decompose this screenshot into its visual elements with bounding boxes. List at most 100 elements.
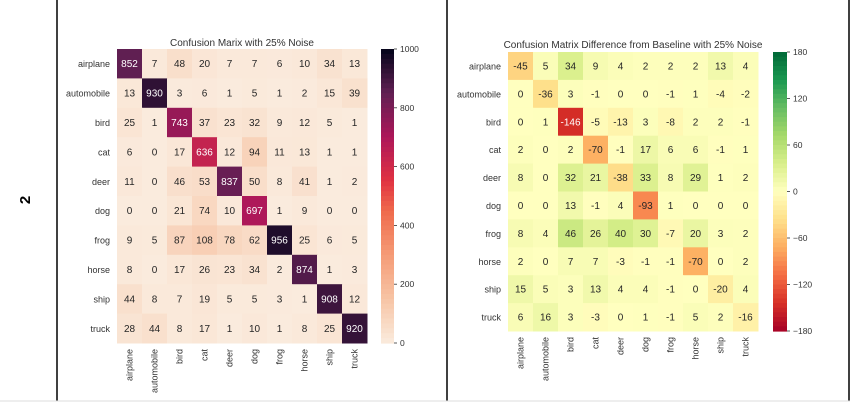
heatmap-cell <box>658 163 684 192</box>
colorbar-segment <box>773 312 787 318</box>
heatmap-cell <box>633 275 659 304</box>
cell-value-label: 636 <box>196 147 213 158</box>
col-tick-label: bird <box>175 349 185 364</box>
cell-value-label: 1 <box>277 206 283 217</box>
cell-value-label: 6 <box>693 145 699 156</box>
heatmap-cell <box>342 137 368 168</box>
cell-value-label: 12 <box>299 118 311 129</box>
heatmap-cell <box>342 284 368 315</box>
heatmap-cell <box>117 49 143 79</box>
chart-title: Confusion Matrix Difference from Baselin… <box>504 40 763 51</box>
heatmap-cell <box>608 303 634 332</box>
heatmap-cell <box>242 196 268 226</box>
cell-value-label: 11 <box>274 147 285 158</box>
cell-value-label: -1 <box>666 257 675 268</box>
heatmap-cell <box>733 163 759 192</box>
heatmap-cell <box>708 163 734 192</box>
heatmap-cell <box>683 135 709 165</box>
heatmap-cell <box>683 79 709 109</box>
cell-value-label: 0 <box>352 206 358 217</box>
cell-value-label: 44 <box>124 294 136 305</box>
cell-value-label: 13 <box>590 285 602 296</box>
cell-value-label: 25 <box>124 118 136 129</box>
cell-value-label: -1 <box>666 89 675 100</box>
cell-value-label: 8 <box>302 324 308 335</box>
heatmap-cell <box>683 247 709 276</box>
colorbar-segment <box>773 93 787 100</box>
heatmap-cell <box>508 163 534 192</box>
heatmap-cell <box>583 163 609 192</box>
col-tick-label: horse <box>300 349 310 372</box>
colorbar-segment <box>773 126 787 132</box>
cell-value-label: 32 <box>249 118 261 129</box>
cell-value-label: 9 <box>127 236 133 247</box>
colorbar-segment <box>381 58 394 65</box>
heatmap-cell <box>267 137 293 168</box>
cell-value-label: 40 <box>615 229 627 240</box>
cell-value-label: 5 <box>352 236 358 247</box>
colorbar-tick-label: 200 <box>400 279 414 289</box>
colorbar-segment <box>381 102 394 109</box>
colorbar-segment <box>381 230 394 236</box>
heatmap-cell <box>708 303 734 332</box>
heatmap-cell <box>242 107 268 138</box>
heatmap-cell <box>508 275 534 304</box>
colorbar-segment <box>773 275 787 281</box>
colorbar-segment <box>773 196 787 202</box>
cell-value-label: 8 <box>518 229 524 240</box>
colorbar-segment <box>773 61 787 67</box>
heatmap-cell <box>117 225 143 256</box>
colorbar-segment <box>381 161 394 168</box>
cell-value-label: 7 <box>227 59 233 70</box>
cell-value-label: 4 <box>618 61 624 72</box>
heatmap-cell <box>292 225 318 256</box>
colorbar-segment <box>381 220 394 226</box>
cell-value-label: 4 <box>543 229 549 240</box>
difference-heatmap: Confusion Matrix Difference from Baselin… <box>457 40 812 381</box>
cell-value-label: 1 <box>668 201 674 212</box>
cell-value-label: 13 <box>124 89 136 100</box>
colorbar-segment <box>773 79 787 86</box>
cell-value-label: 10 <box>224 206 236 217</box>
colorbar-segment <box>773 177 787 183</box>
heatmap-cell <box>658 79 684 109</box>
colorbar-segment <box>381 151 394 158</box>
colorbar-segment <box>773 233 787 239</box>
cell-value-label: -1 <box>666 313 675 324</box>
heatmap-cell <box>167 78 193 109</box>
colorbar-segment <box>381 49 394 55</box>
cell-value-label: 9 <box>302 206 308 217</box>
heatmap-cell <box>533 275 559 304</box>
colorbar-segment <box>381 303 394 310</box>
cell-value-label: 1 <box>327 177 333 188</box>
heatmap-cell <box>217 284 243 315</box>
colorbar-segment <box>773 121 787 127</box>
heatmap-cell <box>608 135 634 165</box>
heatmap-cell <box>142 166 168 197</box>
cell-value-label: 4 <box>618 201 624 212</box>
colorbar-segment <box>773 168 787 174</box>
cell-value-label: 5 <box>327 118 333 129</box>
cell-value-label: 1 <box>152 118 158 129</box>
heatmap-cell <box>192 254 218 285</box>
cell-value-label: 7 <box>177 294 183 305</box>
heatmap-cell <box>508 107 534 137</box>
cell-value-label: 1 <box>227 324 233 335</box>
heatmap-cell <box>267 166 293 197</box>
colorbar-segment <box>773 284 787 290</box>
heatmap-cell <box>242 137 268 168</box>
colorbar-segment <box>381 294 394 300</box>
colorbar-segment <box>381 249 394 256</box>
cell-value-label: 743 <box>171 118 188 129</box>
col-tick-label: frog <box>275 349 285 365</box>
cell-value-label: 78 <box>224 236 236 247</box>
colorbar-segment <box>773 251 787 258</box>
row-tick-label: ship <box>484 285 501 295</box>
heatmap-cell <box>317 49 343 79</box>
cell-value-label: 2 <box>568 145 574 156</box>
cell-value-label: 62 <box>249 236 261 247</box>
heatmap-cell <box>217 166 243 197</box>
colorbar-segment <box>381 142 394 148</box>
cell-value-label: 21 <box>174 206 186 217</box>
